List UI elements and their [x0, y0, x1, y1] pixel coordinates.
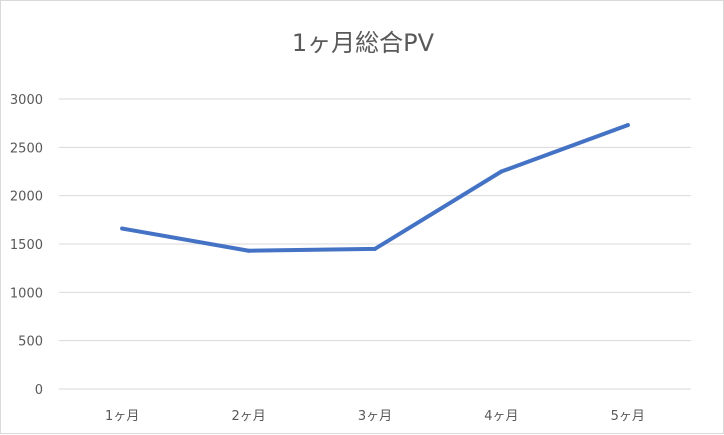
y-tick-label: 2500 — [10, 141, 43, 156]
x-tick-label: 1ヶ月 — [105, 409, 139, 424]
y-tick-label: 1500 — [10, 238, 43, 253]
series-layer — [120, 123, 630, 253]
y-tick-label: 500 — [18, 335, 43, 350]
gridlines — [59, 98, 691, 390]
data-point — [499, 169, 504, 174]
x-axis-ticks: 1ヶ月 2ヶ月 3ヶ月 4ヶ月 5ヶ月 — [105, 409, 645, 424]
data-point — [120, 226, 125, 231]
x-tick-label: 5ヶ月 — [611, 409, 645, 424]
y-tick-label: 3000 — [10, 93, 43, 108]
x-tick-label: 3ヶ月 — [358, 409, 392, 424]
data-point — [625, 123, 630, 128]
y-tick-label: 1000 — [10, 286, 43, 301]
y-tick-label: 2000 — [10, 190, 43, 205]
y-tick-label: 0 — [35, 383, 43, 398]
chart-title: 1ヶ月総合PV — [291, 29, 435, 57]
data-point — [246, 248, 251, 253]
x-tick-label: 4ヶ月 — [484, 409, 518, 424]
series-line — [120, 123, 630, 253]
data-point — [373, 246, 377, 251]
x-tick-label: 2ヶ月 — [231, 409, 265, 424]
y-axis-ticks: 0 500 1000 1500 2000 2500 3000 — [10, 93, 43, 398]
